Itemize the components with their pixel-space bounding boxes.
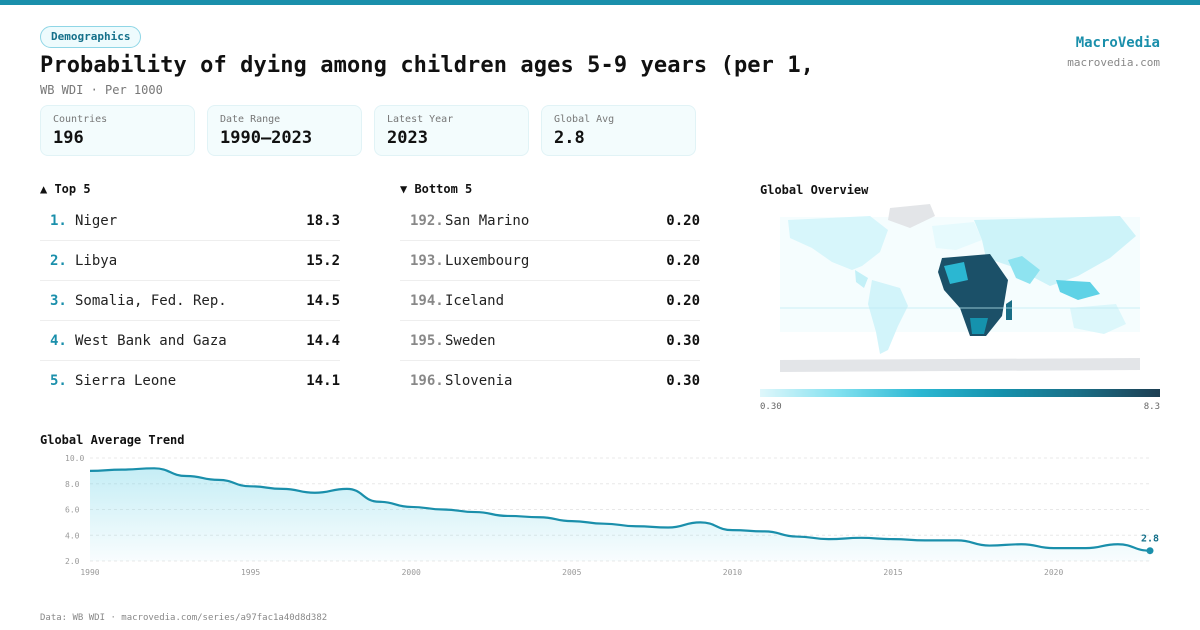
country-name: Iceland [445, 293, 505, 309]
x-tick-label: 2020 [1044, 568, 1063, 577]
x-tick-label: 2015 [883, 568, 902, 577]
country-name: Niger [75, 213, 118, 229]
stat-value: 196 [53, 128, 84, 148]
country-value: 0.30 [666, 373, 700, 389]
rank-number: 3. [50, 293, 67, 309]
x-tick-label: 2010 [723, 568, 742, 577]
stat-card-latest-year: Latest Year 2023 [374, 105, 529, 156]
brand-url[interactable]: macrovedia.com [1067, 56, 1160, 69]
y-tick-label: 2.0 [65, 557, 80, 566]
country-value: 14.4 [306, 333, 340, 349]
rank-number: 194. [410, 293, 444, 309]
stat-value: 1990–2023 [220, 128, 313, 148]
country-value: 14.1 [306, 373, 340, 389]
rank-number: 192. [410, 213, 444, 229]
trend-heading: Global Average Trend [40, 433, 185, 447]
rank-number: 2. [50, 253, 67, 269]
last-value-label: 2.8 [1141, 534, 1159, 545]
country-name: San Marino [445, 213, 530, 229]
country-value: 0.20 [666, 293, 700, 309]
x-tick-label: 1990 [80, 568, 99, 577]
country-name: Slovenia [445, 373, 513, 389]
country-value: 0.20 [666, 253, 700, 269]
rank-number: 4. [50, 333, 67, 349]
y-tick-label: 4.0 [65, 531, 80, 540]
madagascar-shape[interactable] [1006, 300, 1012, 320]
brand-name[interactable]: MacroVedia [1075, 35, 1160, 51]
central-america-shape[interactable] [855, 270, 868, 288]
page-subtitle: WB WDI · Per 1000 [40, 83, 163, 97]
stat-label: Countries [53, 114, 108, 125]
country-name: Libya [75, 253, 118, 269]
country-name: Sweden [445, 333, 496, 349]
footer-source: Data: WB WDI · macrovedia.com/series/a97… [40, 613, 328, 623]
country-value: 18.3 [306, 213, 340, 229]
country-name: Sierra Leone [75, 373, 177, 389]
world-choropleth-map[interactable] [760, 200, 1160, 380]
legend-min-label: 0.30 [760, 402, 782, 412]
asia-shape[interactable] [974, 216, 1136, 286]
europe-shape[interactable] [932, 222, 982, 250]
country-value: 14.5 [306, 293, 340, 309]
list-item[interactable]: 194. Iceland 0.20 [400, 281, 700, 321]
map-legend-bar [760, 389, 1160, 397]
x-tick-label: 2000 [402, 568, 421, 577]
country-value: 15.2 [306, 253, 340, 269]
top5-heading: ▲ Top 5 [40, 182, 91, 196]
category-tag[interactable]: Demographics [40, 26, 142, 48]
country-name: West Bank and Gaza [75, 333, 227, 349]
stat-label: Latest Year [387, 114, 454, 125]
stat-card-global-avg: Global Avg 2.8 [541, 105, 696, 156]
y-tick-label: 10.0 [65, 454, 84, 463]
list-item[interactable]: 196. Slovenia 0.30 [400, 361, 700, 401]
antarctica-shape[interactable] [780, 358, 1140, 372]
list-item[interactable]: 195. Sweden 0.30 [400, 321, 700, 361]
stat-label: Global Avg [554, 114, 615, 125]
south-america-shape[interactable] [868, 280, 908, 354]
page-title: Probability of dying among children ages… [40, 53, 815, 78]
australia-shape[interactable] [1070, 304, 1126, 334]
country-value: 0.20 [666, 213, 700, 229]
list-item[interactable]: 192. San Marino 0.20 [400, 201, 700, 241]
top-accent-bar [0, 0, 1200, 5]
y-tick-label: 6.0 [65, 506, 80, 515]
rank-number: 193. [410, 253, 444, 269]
country-name: Luxembourg [445, 253, 530, 269]
bottom5-list: 192. San Marino 0.20 193. Luxembourg 0.2… [400, 201, 700, 401]
x-tick-label: 1995 [241, 568, 260, 577]
stat-value: 2.8 [554, 128, 585, 148]
rank-number: 5. [50, 373, 67, 389]
last-point-marker [1146, 547, 1154, 555]
trend-line [89, 467, 1151, 552]
west-africa-shape[interactable] [944, 262, 968, 284]
country-name: Somalia, Fed. Rep. [75, 293, 227, 309]
north-america-shape[interactable] [788, 216, 888, 270]
list-item[interactable]: 193. Luxembourg 0.20 [400, 241, 700, 281]
south-asia-shape[interactable] [1008, 256, 1040, 284]
trend-area-fill [90, 468, 1150, 561]
y-tick-label: 8.0 [65, 480, 80, 489]
list-item[interactable]: 3. Somalia, Fed. Rep. 14.5 [40, 281, 340, 321]
greenland-shape[interactable] [888, 204, 935, 228]
global-average-trend-chart[interactable]: 2.0 4.0 6.0 8.0 10.0 1990 1995 2000 2005 2010 2015… [40, 448, 1170, 578]
stat-card-countries: Countries 196 [40, 105, 195, 156]
stat-label: Date Range [220, 114, 281, 125]
list-item[interactable]: 5. Sierra Leone 14.1 [40, 361, 340, 401]
list-item[interactable]: 4. West Bank and Gaza 14.4 [40, 321, 340, 361]
country-value: 0.30 [666, 333, 700, 349]
stat-card-date-range: Date Range 1990–2023 [207, 105, 362, 156]
list-item[interactable]: 1. Niger 18.3 [40, 201, 340, 241]
southern-africa-shape[interactable] [970, 318, 988, 334]
rank-number: 1. [50, 213, 67, 229]
bottom5-heading: ▼ Bottom 5 [400, 182, 473, 196]
top5-list: 1. Niger 18.3 2. Libya 15.2 3. Somalia, … [40, 201, 340, 401]
x-tick-label: 2005 [562, 568, 581, 577]
southeast-asia-shape[interactable] [1056, 280, 1100, 300]
legend-max-label: 8.3 [1143, 402, 1160, 412]
map-heading: Global Overview [760, 183, 869, 197]
list-item[interactable]: 2. Libya 15.2 [40, 241, 340, 281]
rank-number: 196. [410, 373, 444, 389]
stat-value: 2023 [387, 128, 428, 148]
rank-number: 195. [410, 333, 444, 349]
